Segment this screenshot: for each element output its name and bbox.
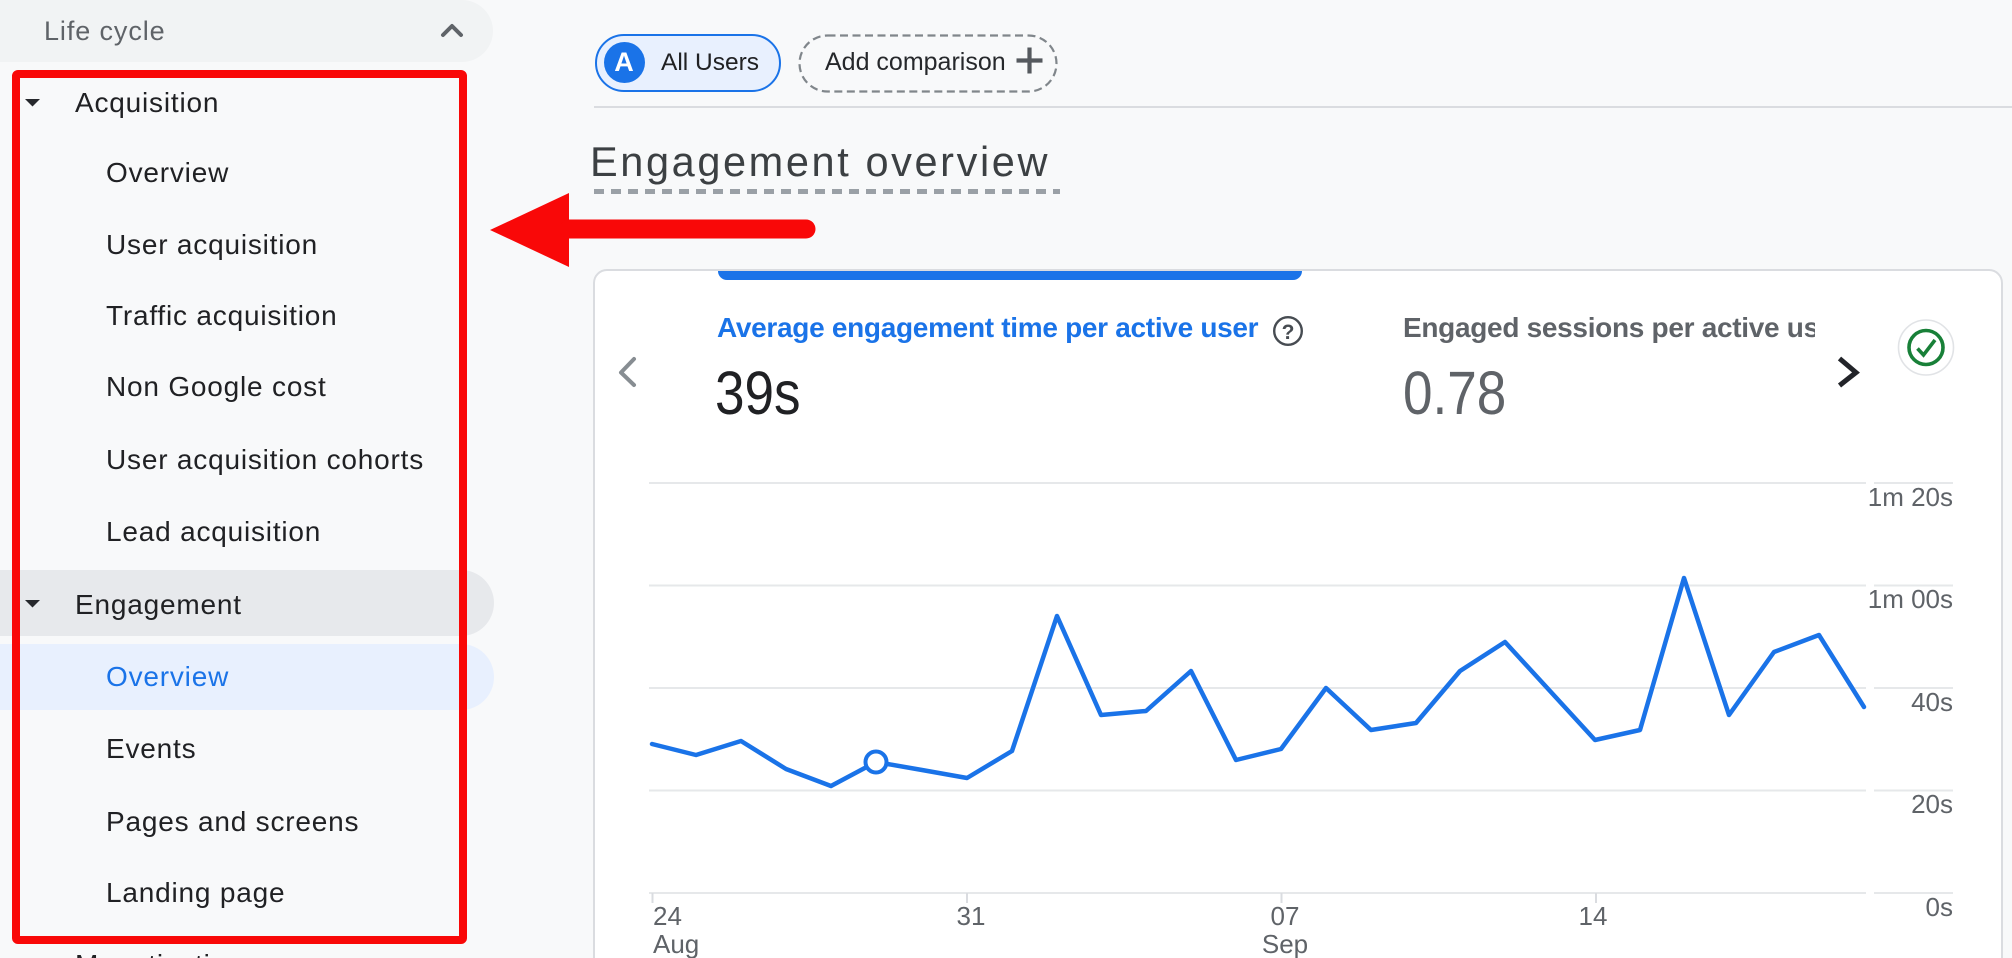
svg-text:?: ? bbox=[1282, 321, 1295, 344]
